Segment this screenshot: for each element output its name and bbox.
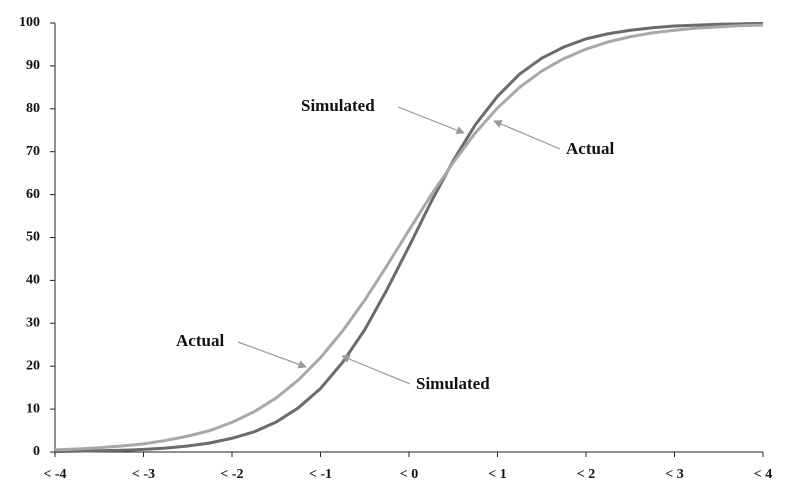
x-tick-label: < 3 — [665, 467, 683, 482]
annotation-arrow — [493, 120, 561, 150]
x-tick-label: < -4 — [43, 467, 66, 482]
x-tick-label: < 2 — [577, 467, 595, 482]
x-tick-label: < -3 — [132, 467, 155, 482]
y-tick-label: 20 — [26, 358, 40, 373]
x-tick-label: < 4 — [754, 467, 772, 482]
y-tick-label: 40 — [26, 273, 40, 288]
annotation: Simulated — [416, 374, 490, 393]
y-tick-label: 10 — [26, 401, 40, 416]
annotation-arrow — [237, 341, 307, 369]
annotation-arrow — [397, 106, 465, 135]
y-tick-label: 0 — [33, 444, 40, 459]
x-tick-label: < -2 — [220, 467, 243, 482]
series-line — [54, 21, 764, 454]
y-tick-label: 70 — [26, 144, 40, 159]
series-line — [54, 23, 764, 452]
annotation: Actual — [566, 139, 614, 158]
annotation-arrow — [341, 354, 411, 385]
y-tick-label: 60 — [26, 187, 40, 202]
annotation: Actual — [176, 331, 224, 350]
y-tick-label: 50 — [26, 230, 40, 245]
x-tick-label: < -1 — [309, 467, 332, 482]
annotation: Simulated — [301, 96, 375, 115]
y-tick-label: 100 — [19, 15, 40, 30]
y-tick-label: 90 — [26, 58, 40, 73]
x-tick-label: < 0 — [400, 467, 418, 482]
x-tick-label: < 1 — [488, 467, 506, 482]
y-tick-label: 80 — [26, 101, 40, 116]
y-tick-label: 30 — [26, 316, 40, 331]
